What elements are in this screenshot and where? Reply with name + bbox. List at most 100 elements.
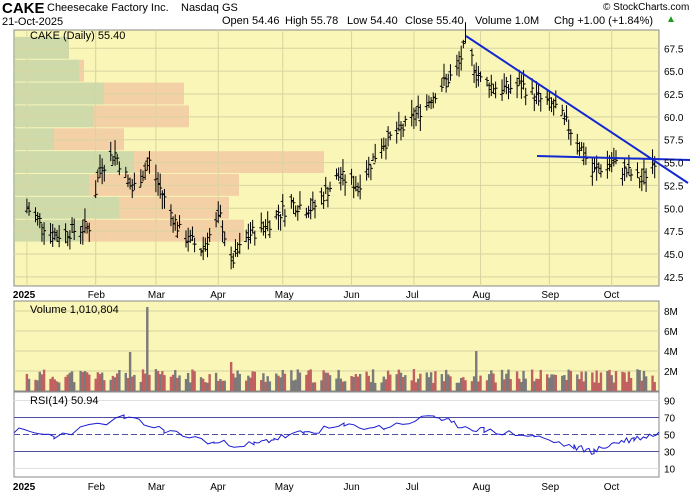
price-tick-label: 62.5 — [664, 90, 684, 101]
volume-bar — [143, 373, 147, 391]
volume-bar — [154, 369, 158, 391]
trend-line-support — [536, 155, 691, 161]
volume-bar — [294, 379, 297, 391]
rsi-tick-label: 10 — [664, 465, 676, 476]
volume-bar — [100, 372, 104, 391]
volume-bar — [326, 372, 330, 391]
x-tick-label: Jun — [344, 482, 360, 493]
volume-bar — [485, 380, 489, 391]
volume-bar — [313, 382, 317, 391]
volume-bar — [550, 374, 553, 391]
volume-bar — [425, 372, 428, 391]
volume-bar — [365, 371, 368, 391]
volume-bar — [444, 369, 448, 391]
volume-bar — [324, 372, 327, 391]
volume-bar — [238, 373, 241, 391]
price-tick-label: 42.5 — [664, 273, 684, 284]
volume-bar — [141, 369, 145, 391]
volume-bar — [49, 378, 52, 391]
volume-bar — [621, 371, 624, 391]
volume-bar — [442, 381, 446, 391]
volume-bar — [113, 377, 117, 391]
change-value: Chg +1.00 (+1.84%) — [554, 15, 654, 27]
x-tick-label: Feb — [88, 290, 106, 301]
volume-bar — [232, 373, 235, 391]
volume-tick-label: 6M — [664, 327, 678, 338]
volume-bar — [176, 377, 179, 391]
volume-bar — [279, 377, 282, 391]
volume-bar — [328, 375, 332, 391]
volume-bar — [320, 380, 323, 391]
volume-bar — [88, 374, 91, 391]
volume-bar — [417, 378, 420, 391]
volume-bar — [245, 380, 248, 391]
chart-header: CAKE Cheesecake Factory Inc. Nasdaq GS 2… — [0, 0, 700, 30]
volume-bar — [133, 374, 136, 391]
x-tick-label: Oct — [604, 290, 620, 301]
x-tick-label: Sep — [541, 482, 559, 493]
volume-bar — [530, 369, 534, 391]
x-tick-label: Sep — [541, 290, 559, 301]
volume-bar — [281, 369, 284, 391]
price-y-axis: 67.5 65.0 62.5 60.0 57.5 55.0 52.5 50.0 47.5 45.0… — [664, 44, 684, 284]
volume-bar — [208, 374, 211, 391]
x-tick-label: Apr — [210, 482, 226, 493]
volume-bar — [139, 381, 143, 391]
rsi-tick-label: 30 — [664, 448, 676, 459]
volume-grid — [14, 310, 659, 372]
rsi-panel: 90 70 50 30 10 RSI(14) 50.94 — [13, 391, 676, 478]
volume-bar — [522, 370, 525, 391]
volume-bar — [371, 369, 375, 391]
volume-bar — [546, 374, 549, 391]
volume-bar — [70, 371, 74, 391]
volume-bar — [311, 382, 315, 391]
volume-bar — [251, 371, 254, 391]
volume-bar — [599, 372, 603, 391]
volume-bar — [184, 378, 188, 391]
volume-bar — [51, 376, 54, 391]
volume-bar — [470, 381, 474, 391]
volume-bar — [569, 370, 573, 391]
volume-bar — [217, 380, 220, 391]
volume-bar — [64, 376, 67, 391]
volume-bar — [515, 371, 519, 391]
volume-bar — [83, 371, 87, 391]
volume-bar — [171, 374, 175, 391]
volume-bar — [103, 380, 106, 391]
price-grid — [14, 30, 659, 286]
volume-bar — [629, 378, 633, 391]
volume-bar — [475, 351, 478, 391]
x-tick-label: Mar — [148, 482, 166, 493]
volume-bar — [214, 372, 218, 391]
volume-bar — [509, 379, 512, 391]
high-value: High 55.78 — [285, 15, 339, 27]
rsi-tick-label: 50 — [664, 431, 676, 442]
x-tick-label: Apr — [210, 290, 226, 301]
rsi-panel-background — [13, 391, 660, 478]
volume-bar — [96, 372, 100, 391]
volume-bar — [414, 382, 418, 391]
rsi-line — [13, 414, 660, 455]
volume-bar — [156, 371, 160, 391]
volume-value: Volume 1.0M — [475, 15, 540, 27]
volume-bar — [582, 381, 585, 391]
x-tick-label: 2025 — [13, 290, 36, 301]
volume-bar — [410, 380, 413, 391]
x-axis-top: 2025 Feb Mar Apr May Jun Jul Aug Sep Oct — [13, 287, 659, 301]
volume-bar — [464, 380, 467, 391]
volume-tick-label: 4M — [664, 347, 678, 358]
volume-bar — [429, 372, 433, 391]
volume-bar — [337, 369, 340, 391]
volume-bar — [595, 370, 598, 391]
volume-bar — [307, 370, 310, 391]
volume-bar — [500, 369, 504, 391]
volume-bar — [597, 382, 600, 391]
rsi-line-path — [13, 414, 660, 455]
price-legend: CAKE (Daily) 55.40 — [30, 30, 125, 42]
volume-bar — [109, 379, 112, 391]
volume-bar — [567, 369, 570, 391]
volume-by-price — [14, 36, 324, 242]
volume-bar — [268, 381, 272, 391]
volume-bar — [174, 369, 177, 391]
